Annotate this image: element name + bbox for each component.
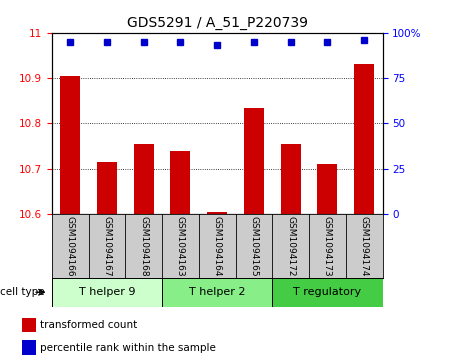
Bar	[52, 278, 162, 307]
Bar	[272, 278, 382, 307]
Bar	[22, 340, 36, 355]
Text: GSM1094168: GSM1094168	[139, 216, 148, 276]
Bar	[244, 107, 264, 214]
Bar	[207, 212, 227, 214]
Bar	[354, 65, 374, 214]
Text: GSM1094164: GSM1094164	[212, 216, 221, 276]
Text: GSM1094173: GSM1094173	[323, 216, 332, 276]
Text: GSM1094165: GSM1094165	[249, 216, 258, 276]
Bar	[97, 162, 117, 214]
Bar	[170, 151, 190, 214]
Title: GDS5291 / A_51_P220739: GDS5291 / A_51_P220739	[126, 16, 308, 30]
Text: GSM1094174: GSM1094174	[360, 216, 369, 276]
Bar	[280, 144, 301, 214]
Bar	[22, 318, 36, 332]
Bar	[60, 76, 80, 214]
Text: T regulatory: T regulatory	[293, 287, 361, 297]
Text: T helper 9: T helper 9	[79, 287, 135, 297]
Text: GSM1094167: GSM1094167	[103, 216, 112, 276]
Text: cell type: cell type	[0, 287, 45, 297]
Bar	[162, 278, 272, 307]
Text: transformed count: transformed count	[40, 320, 137, 330]
Bar	[134, 144, 154, 214]
Text: GSM1094166: GSM1094166	[66, 216, 75, 276]
Text: T helper 2: T helper 2	[189, 287, 245, 297]
Bar	[317, 164, 338, 214]
Text: percentile rank within the sample: percentile rank within the sample	[40, 343, 216, 352]
Text: GSM1094163: GSM1094163	[176, 216, 185, 276]
Text: GSM1094172: GSM1094172	[286, 216, 295, 276]
